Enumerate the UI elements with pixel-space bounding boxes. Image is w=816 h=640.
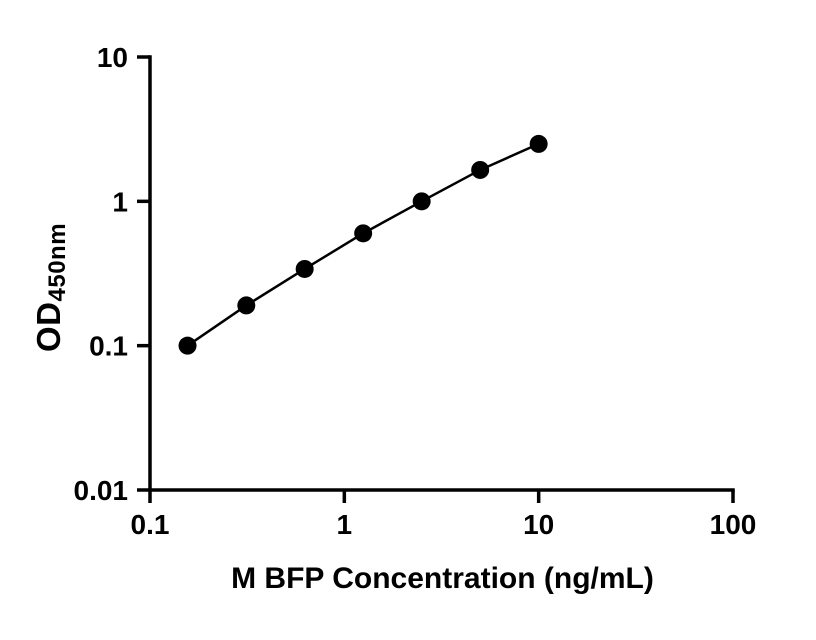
y-axis-title-subscript: 450nm	[44, 222, 71, 302]
y-axis-tick-label: 0.1	[89, 331, 128, 362]
x-axis-tick-label: 1	[337, 509, 353, 540]
data-point	[354, 224, 373, 243]
x-axis-tick-label: 100	[710, 509, 757, 540]
x-axis-tick-label: 10	[523, 509, 554, 540]
data-point	[471, 160, 490, 179]
y-axis-title-text: OD	[30, 301, 67, 353]
y-axis-tick-label: 1	[112, 186, 128, 217]
y-axis-tick-label: 0.01	[74, 475, 129, 506]
data-point	[295, 259, 314, 278]
y-axis-title: OD450nm	[30, 222, 71, 353]
data-point	[529, 134, 548, 153]
x-axis-tick-label: 0.1	[131, 509, 170, 540]
data-point	[412, 192, 431, 211]
axis-lines	[148, 55, 735, 492]
data-point	[178, 336, 197, 355]
x-axis-title: M BFP Concentration (ng/mL)	[231, 562, 654, 595]
data-point	[237, 296, 256, 315]
y-axis-tick-label: 10	[97, 42, 128, 73]
